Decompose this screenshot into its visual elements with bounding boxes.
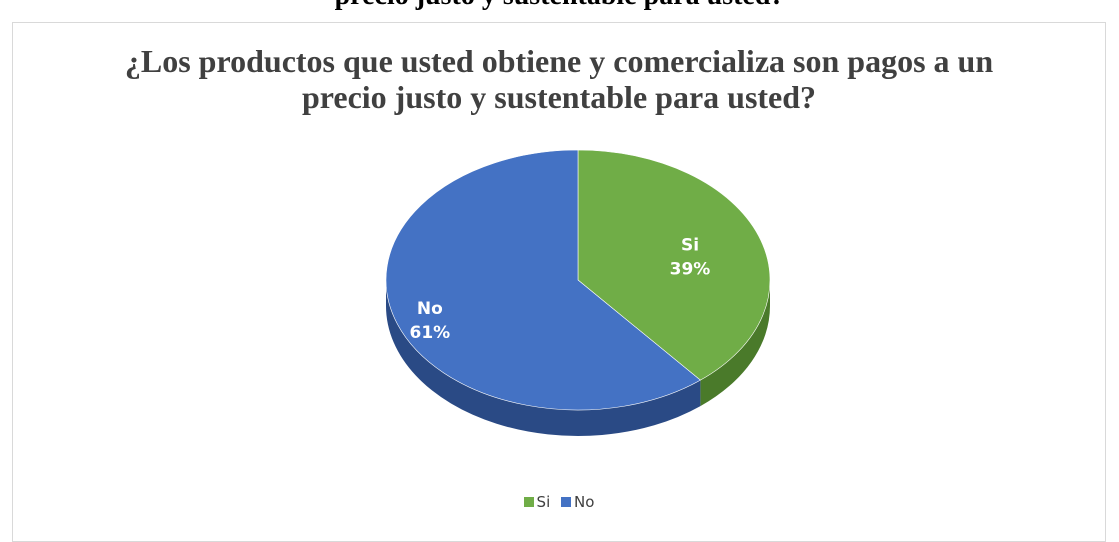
pie-side-no <box>386 280 701 436</box>
pie-slice-si <box>577 149 771 381</box>
slice-label-si: Si <box>681 236 699 256</box>
legend-item-si: Si <box>523 493 551 511</box>
chart-title-line-1: ¿Los productos que usted obtiene y comer… <box>124 43 994 79</box>
pie-chart: Si 39% No 61% <box>385 149 771 436</box>
cut-off-caption-text: precio justo y sustentable para usted? <box>0 0 1119 12</box>
pie-side-si <box>700 280 770 407</box>
legend: Si No <box>13 493 1105 511</box>
chart-title-line-2: precio justo y sustentable para usted? <box>301 79 817 115</box>
legend-item-no: No <box>561 493 594 511</box>
chart-title: ¿Los productos que usted obtiene y comer… <box>13 43 1105 115</box>
legend-swatch-si <box>523 497 534 507</box>
cut-off-caption: precio justo y sustentable para usted? <box>0 0 1119 22</box>
slice-value-si: 39% <box>670 260 711 280</box>
legend-label-si: Si <box>536 493 551 511</box>
slice-label-no: No <box>417 299 443 319</box>
pie-slice-no <box>385 149 701 411</box>
pie-side-walls <box>386 280 770 436</box>
slice-value-no: 61% <box>410 323 451 343</box>
legend-swatch-no <box>561 497 572 507</box>
legend-label-no: No <box>574 493 595 511</box>
chart-area: ¿Los productos que usted obtiene y comer… <box>12 22 1106 542</box>
